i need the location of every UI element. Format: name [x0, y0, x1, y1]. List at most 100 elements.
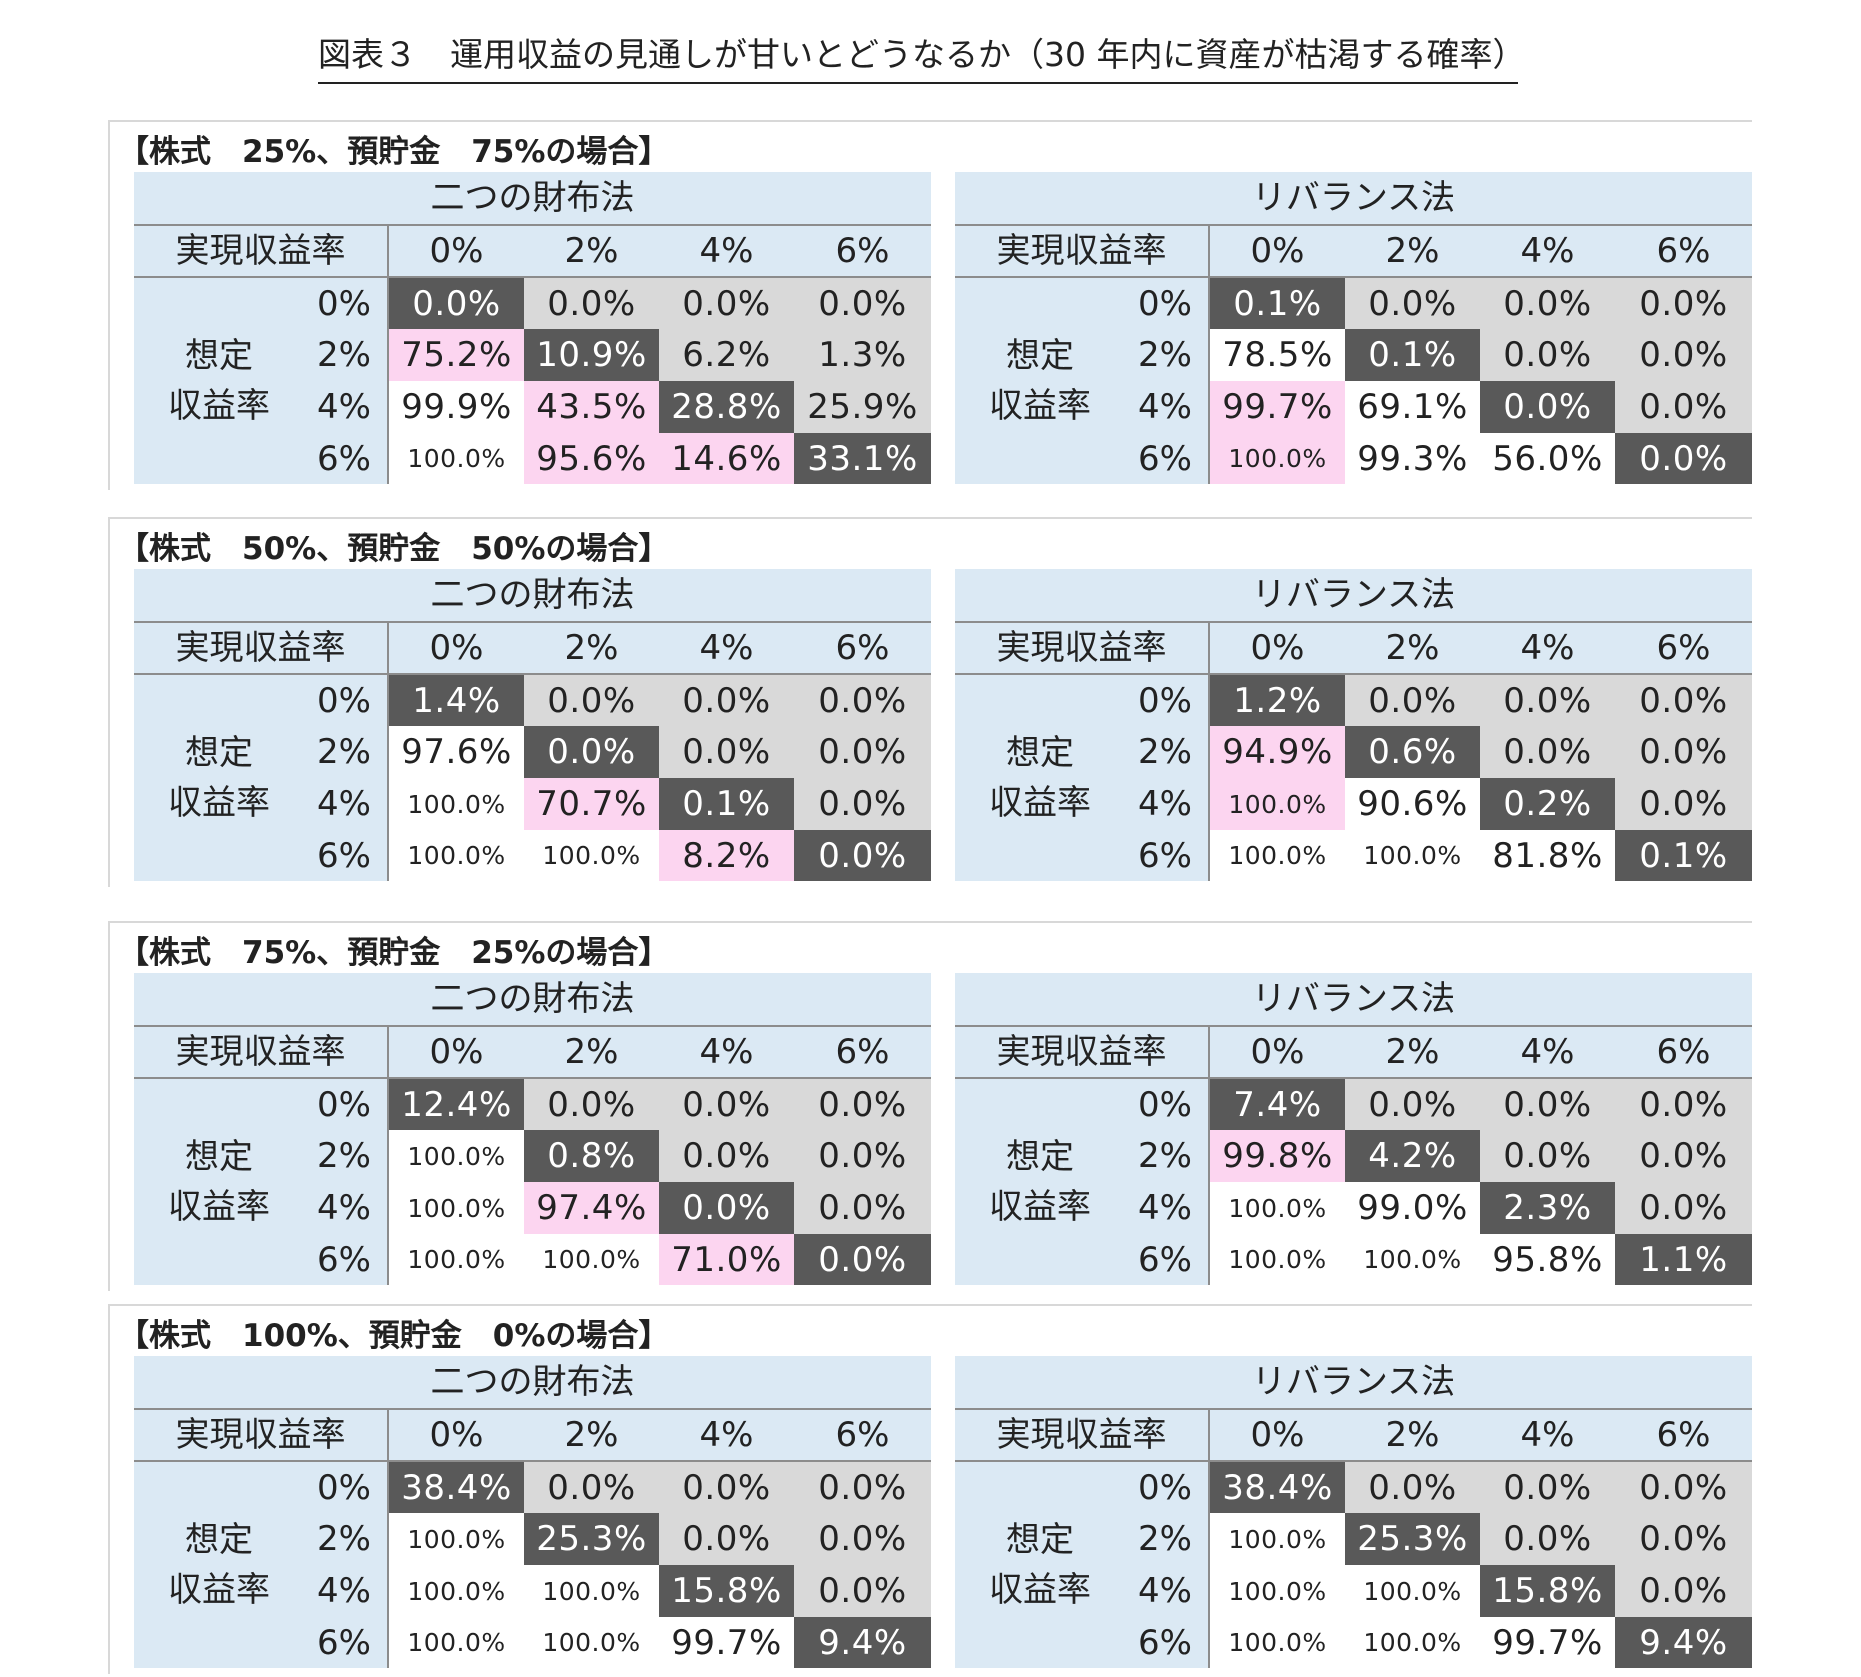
probability-cell: 100.0% — [1210, 830, 1345, 881]
probability-cell: 38.4% — [1210, 1462, 1345, 1513]
probability-cell: 0.0% — [659, 675, 794, 726]
assumed-rate-header: 0% — [1125, 1079, 1210, 1130]
probability-cell: 100.0% — [524, 1565, 659, 1617]
assumed-rate-header: 6% — [304, 830, 389, 881]
probability-cell: 0.0% — [1345, 1462, 1480, 1513]
realized-rate-header: 6% — [1615, 1410, 1752, 1460]
header-rule — [134, 1460, 931, 1462]
assumed-rate-header: 2% — [1125, 726, 1210, 778]
probability-cell: 8.2% — [659, 830, 794, 881]
realized-return-label: 実現収益率 — [955, 1027, 1210, 1077]
assumed-label-line1: 想定 — [1006, 1520, 1074, 1560]
probability-cell: 0.0% — [389, 278, 524, 329]
probability-cell: 0.0% — [1615, 329, 1752, 381]
probability-cell: 0.0% — [1615, 1513, 1752, 1565]
probability-cell: 0.0% — [1480, 1130, 1615, 1182]
probability-cell: 0.0% — [1615, 778, 1752, 830]
section-divider — [108, 120, 1752, 122]
assumed-rate-header: 4% — [1125, 1182, 1210, 1234]
probability-cell: 0.0% — [1615, 278, 1752, 329]
probability-cell: 100.0% — [1210, 1617, 1345, 1668]
probability-cell: 0.2% — [1480, 778, 1615, 830]
probability-cell: 78.5% — [1210, 329, 1345, 381]
realized-rate-header: 2% — [524, 1027, 659, 1077]
assumed-rate-header: 2% — [1125, 1513, 1210, 1565]
realized-rate-header: 6% — [794, 1027, 931, 1077]
realized-rate-header: 2% — [1345, 226, 1480, 276]
assumed-return-label: 想定 収益率 — [134, 1462, 304, 1668]
rebalance-panel: リバランス法 実現収益率 0% 2% 4% 6% 想定 収益率 0% 0.1% 0.0% 0.0% 0.… — [955, 172, 1752, 484]
assumed-rate-header: 6% — [1125, 830, 1210, 881]
realized-return-label: 実現収益率 — [134, 226, 389, 276]
header-rule — [134, 673, 931, 675]
probability-cell: 90.6% — [1345, 778, 1480, 830]
probability-cell: 100.0% — [524, 830, 659, 881]
section-divider — [108, 921, 110, 1291]
realized-rate-header: 2% — [524, 623, 659, 673]
assumed-rate-header: 4% — [304, 1182, 389, 1234]
realized-rate-header: 0% — [389, 1027, 524, 1077]
probability-cell: 95.6% — [524, 433, 659, 484]
probability-cell: 100.0% — [389, 1130, 524, 1182]
probability-cell: 0.0% — [1615, 381, 1752, 433]
probability-cell: 0.0% — [1345, 1079, 1480, 1130]
probability-cell: 15.8% — [1480, 1565, 1615, 1617]
probability-cell: 0.0% — [1345, 278, 1480, 329]
probability-table: 実現収益率 0% 2% 4% 6% 想定 収益率 0% 0.1% 0.0% 0.0% 0.0% 2% 78… — [955, 226, 1752, 484]
probability-table: 実現収益率 0% 2% 4% 6% 想定 収益率 0% 0.0% 0.0% 0.0% 0.0% 2% 75… — [134, 226, 931, 484]
realized-return-label: 実現収益率 — [134, 623, 389, 673]
probability-cell: 99.7% — [1480, 1617, 1615, 1668]
header-rule — [955, 1460, 1752, 1462]
assumed-return-label: 想定 収益率 — [955, 278, 1125, 484]
method-header: 二つの財布法 — [134, 569, 931, 623]
assumed-rate-header: 0% — [1125, 1462, 1210, 1513]
probability-cell: 97.4% — [524, 1182, 659, 1234]
assumed-label-line2: 収益率 — [168, 783, 270, 823]
probability-cell: 0.0% — [794, 1513, 931, 1565]
probability-cell: 0.0% — [524, 1079, 659, 1130]
probability-cell: 10.9% — [524, 329, 659, 381]
probability-cell: 1.4% — [389, 675, 524, 726]
probability-cell: 100.0% — [389, 830, 524, 881]
two-wallet-panel: 二つの財布法 実現収益率 0% 2% 4% 6% 想定 収益率 0% 12.4% 0.0% 0.0% 0… — [134, 973, 931, 1285]
realized-rate-header: 0% — [1210, 1027, 1345, 1077]
scenario-section: 【株式 75%、預貯金 25%の場合】 二つの財布法 実現収益率 0% 2% 4% 6% 想定… — [108, 921, 1752, 1291]
assumed-label-line1: 想定 — [1006, 733, 1074, 773]
assumed-rate-header: 4% — [304, 778, 389, 830]
probability-cell: 0.0% — [794, 1462, 931, 1513]
assumed-rate-header: 0% — [1125, 278, 1210, 329]
probability-cell: 0.0% — [794, 1234, 931, 1285]
realized-rate-header: 6% — [794, 1410, 931, 1460]
probability-cell: 0.0% — [794, 726, 931, 778]
probability-cell: 99.7% — [1210, 381, 1345, 433]
probability-cell: 0.0% — [794, 1079, 931, 1130]
probability-cell: 0.0% — [1480, 329, 1615, 381]
section-divider — [108, 517, 1752, 519]
method-header: 二つの財布法 — [134, 1356, 931, 1410]
probability-table: 実現収益率 0% 2% 4% 6% 想定 収益率 0% 38.4% 0.0% 0.0% 0.0% 2% 1… — [134, 1410, 931, 1668]
probability-cell: 12.4% — [389, 1079, 524, 1130]
rebalance-panel: リバランス法 実現収益率 0% 2% 4% 6% 想定 収益率 0% 1.2% 0.0% 0.0% 0.… — [955, 569, 1752, 881]
probability-cell: 100.0% — [1345, 1565, 1480, 1617]
method-header: リバランス法 — [955, 973, 1752, 1027]
probability-cell: 71.0% — [659, 1234, 794, 1285]
probability-cell: 0.0% — [659, 1130, 794, 1182]
assumed-rate-header: 2% — [304, 726, 389, 778]
probability-cell: 100.0% — [389, 1513, 524, 1565]
realized-rate-header: 6% — [1615, 1027, 1752, 1077]
realized-rate-header: 6% — [794, 623, 931, 673]
probability-cell: 100.0% — [389, 778, 524, 830]
realized-return-label: 実現収益率 — [955, 623, 1210, 673]
probability-cell: 100.0% — [1210, 1565, 1345, 1617]
probability-cell: 0.0% — [1615, 1079, 1752, 1130]
probability-cell: 100.0% — [389, 1182, 524, 1234]
realized-rate-header: 0% — [389, 226, 524, 276]
probability-cell: 0.0% — [794, 278, 931, 329]
section-title: 【株式 100%、預貯金 0%の場合】 — [118, 1318, 670, 1354]
method-header: リバランス法 — [955, 1356, 1752, 1410]
probability-cell: 0.0% — [524, 278, 659, 329]
probability-cell: 99.3% — [1345, 433, 1480, 484]
assumed-label-line2: 収益率 — [989, 1570, 1091, 1610]
probability-table: 実現収益率 0% 2% 4% 6% 想定 収益率 0% 38.4% 0.0% 0.0% 0.0% 2% 1… — [955, 1410, 1752, 1668]
realized-rate-header: 6% — [1615, 623, 1752, 673]
